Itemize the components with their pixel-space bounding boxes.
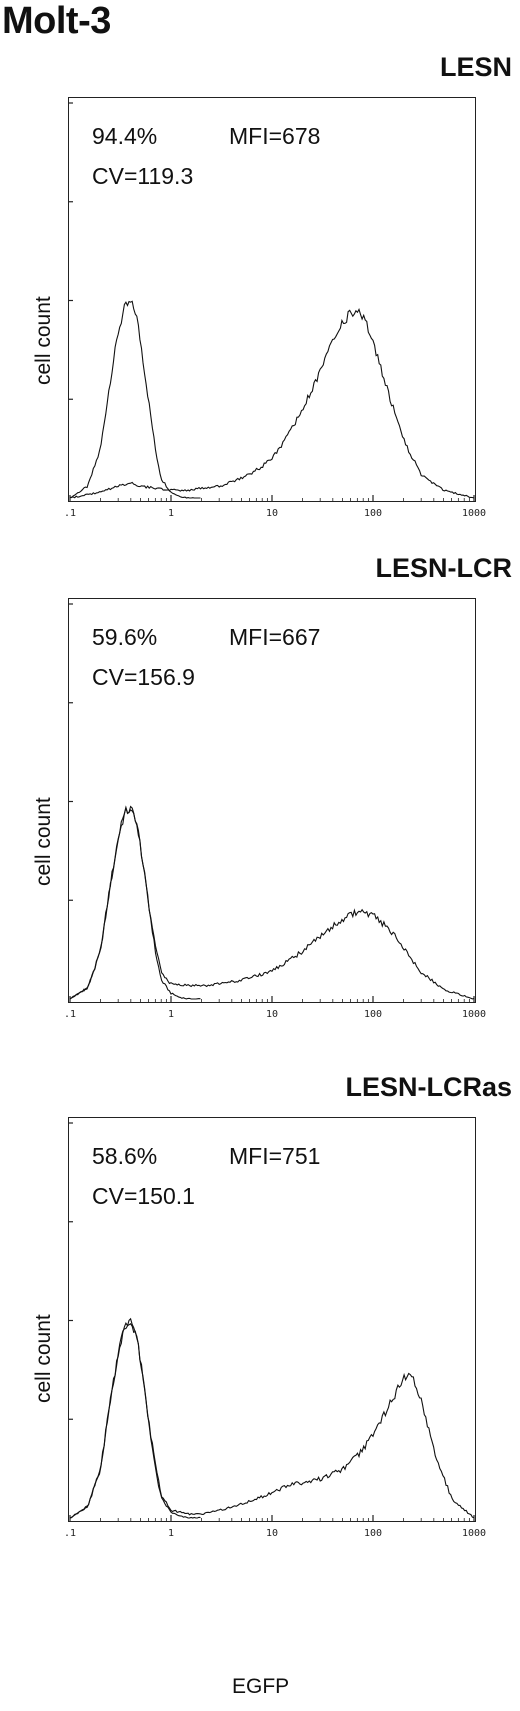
cv-lesn: CV=119.3 bbox=[92, 163, 194, 189]
histogram-series-1 bbox=[69, 300, 201, 499]
x-tick-label: .1 bbox=[64, 1528, 76, 1539]
x-tick-label: 10 bbox=[266, 508, 278, 519]
mfi-lesn-lcras: MFI=751 bbox=[229, 1143, 321, 1169]
cv-lesn-lcras: CV=150.1 bbox=[92, 1183, 195, 1209]
x-tick-label: 1 bbox=[168, 1009, 174, 1020]
mfi-lesn: MFI=678 bbox=[229, 123, 321, 149]
x-axis-label: EGFP bbox=[232, 1675, 290, 1698]
plot-frame-lesn-lcr bbox=[68, 598, 476, 1003]
x-tick-label: 1000 bbox=[462, 1528, 486, 1539]
x-tick-label: .1 bbox=[64, 1009, 76, 1020]
x-tick-label: 100 bbox=[364, 508, 382, 519]
plot-frame-lesn-lcras bbox=[68, 1117, 476, 1522]
percent-lesn: 94.4% bbox=[92, 123, 158, 149]
x-tick-label: 1000 bbox=[462, 508, 486, 519]
x-tick-label: .1 bbox=[64, 508, 76, 519]
histogram-series-1 bbox=[69, 805, 201, 1000]
plot-frame-lesn bbox=[68, 97, 476, 502]
x-tick-label: 10 bbox=[266, 1009, 278, 1020]
x-tick-label: 100 bbox=[364, 1009, 382, 1020]
histogram-series-2 bbox=[69, 1317, 475, 1519]
x-tick-label: 100 bbox=[364, 1528, 382, 1539]
panel-title-lesn-lcr: LESN-LCR bbox=[375, 553, 513, 583]
x-tick-label: 1 bbox=[168, 508, 174, 519]
panel-title-lesn-lcras: LESN-LCRas bbox=[345, 1072, 512, 1102]
cv-lesn-lcr: CV=156.9 bbox=[92, 664, 195, 690]
x-tick-label: 10 bbox=[266, 1528, 278, 1539]
histogram-series-1 bbox=[69, 1322, 201, 1519]
histogram-series-2 bbox=[69, 805, 475, 1000]
figure-title: Molt-3 bbox=[2, 0, 111, 42]
percent-lesn-lcr: 59.6% bbox=[92, 624, 158, 650]
percent-lesn-lcras: 58.6% bbox=[92, 1143, 158, 1169]
x-tick-label: 1 bbox=[168, 1528, 174, 1539]
panel-title-lesn: LESN bbox=[439, 52, 512, 82]
mfi-lesn-lcr: MFI=667 bbox=[229, 624, 321, 650]
histogram-series-2 bbox=[69, 307, 475, 499]
x-tick-label: 1000 bbox=[462, 1009, 486, 1020]
